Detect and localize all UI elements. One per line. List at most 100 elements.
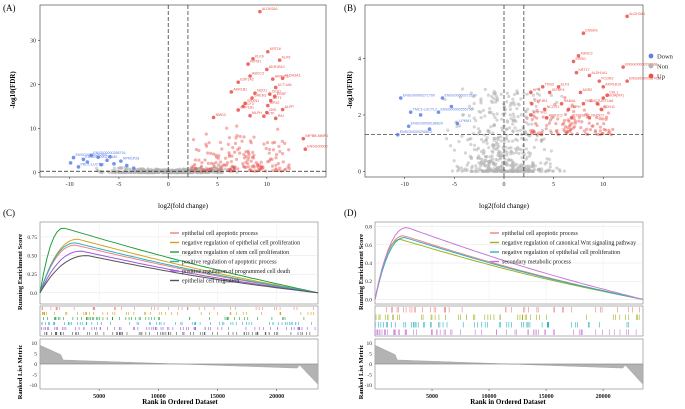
vol-a-down-gene-label: PBC1-LUCTL2 xyxy=(80,162,104,166)
vol-a-up-point xyxy=(257,163,262,167)
vol-a-xtick-label: 5 xyxy=(216,182,219,188)
vol-b-up-point xyxy=(601,117,605,121)
vol-b-up-point xyxy=(554,121,558,126)
vol-b-non-point xyxy=(507,139,511,143)
gsea-d-es-ytick: 0.8 xyxy=(365,225,372,231)
vol-b-up-point xyxy=(579,125,583,130)
vol-a-xtick-label: -10 xyxy=(66,182,74,188)
vol-b-up-point xyxy=(599,107,604,112)
vol-b-non-point xyxy=(548,129,553,133)
vol-a-up-point xyxy=(271,169,275,173)
vol-b-non-point xyxy=(484,163,488,168)
vol-b-non-point xyxy=(543,169,548,173)
volcano-b-ylabel: -log10(FDR) xyxy=(346,71,354,109)
vol-a-up-point xyxy=(216,156,220,160)
vol-b-non-point xyxy=(535,92,539,96)
gsea-c-ylabel-top: Running Enrichment Score xyxy=(17,234,24,310)
vol-b-non-point xyxy=(519,169,523,173)
vol-b-up-point xyxy=(570,121,574,125)
vol-b-non-point xyxy=(520,156,524,160)
vol-b-non-point xyxy=(512,115,516,119)
vol-b-up-point xyxy=(595,101,600,106)
vol-b-up-point xyxy=(625,79,629,83)
vol-b-up-point xyxy=(555,129,559,133)
vol-a-up-point xyxy=(278,149,282,154)
vol-b-non-point xyxy=(487,160,491,164)
vol-b-up-point xyxy=(525,116,529,120)
vol-b-non-point xyxy=(516,91,520,96)
vol-b-up-gene-label: FCGR2 xyxy=(601,77,613,81)
vol-a-up-point xyxy=(268,98,273,103)
gsea-d-ylabel-top: Running Enrichment Score xyxy=(358,234,365,310)
vol-b-non-point xyxy=(519,113,523,117)
vol-a-up-gene-label: EDF1A2 xyxy=(240,78,254,82)
vol-a-up-point xyxy=(207,141,211,145)
vol-b-non-point xyxy=(457,124,462,128)
vol-a-up-point xyxy=(243,101,247,106)
vol-b-non-point xyxy=(520,163,524,167)
vol-b-non-point xyxy=(450,169,455,173)
vol-b-non-point xyxy=(525,92,529,96)
gsea-d-rank-ytick: 0 xyxy=(369,362,372,368)
vol-a-up-point xyxy=(201,168,206,172)
vol-a-up-point xyxy=(230,164,235,168)
vol-a-xtick-label: 10 xyxy=(264,182,270,188)
vol-b-non-point xyxy=(482,148,486,152)
vol-b-up-point xyxy=(532,114,536,119)
vol-b-up-point xyxy=(566,129,570,133)
vol-a-up-point xyxy=(270,77,275,81)
vol-b-up-point xyxy=(574,70,579,75)
vol-b-up-gene-label: KRT17 xyxy=(578,68,589,72)
vol-a-non-point xyxy=(112,166,117,170)
vol-a-up-point xyxy=(234,136,238,140)
vol-a-up-point xyxy=(265,141,270,145)
vol-b-non-point xyxy=(524,120,528,124)
vol-a-down-point xyxy=(89,153,94,158)
vol-a-up-point xyxy=(265,110,269,115)
vol-a-up-point xyxy=(209,151,213,155)
vol-b-ytick-label: 0 xyxy=(358,169,361,175)
vol-b-up-point xyxy=(577,115,581,119)
vol-b-up-gene-label: HPR xyxy=(533,88,541,92)
vol-b-up-point xyxy=(594,116,599,120)
vol-b-up-point xyxy=(565,130,569,134)
vol-a-up-point xyxy=(254,160,258,165)
vol-b-non-point xyxy=(460,87,465,91)
vol-a-up-point xyxy=(191,164,195,168)
vol-b-up-gene-label: RHODT xyxy=(591,113,605,117)
vol-a-up-point xyxy=(216,168,221,172)
vol-b-non-point xyxy=(491,112,496,117)
vol-b-up-point xyxy=(602,127,606,132)
vol-b-non-point xyxy=(510,162,515,166)
vol-b-non-point xyxy=(499,151,503,155)
vol-a-non-point xyxy=(121,170,125,175)
vol-a-up-point xyxy=(204,144,209,148)
vol-b-non-point xyxy=(493,115,497,119)
vol-b-non-point xyxy=(488,106,492,111)
vol-b-up-gene-label: ENSAS xyxy=(585,29,598,33)
vol-b-non-point xyxy=(455,169,460,173)
vol-b-up-point xyxy=(563,95,567,100)
vol-a-up-gene-label: IMPBB-MMP1 xyxy=(305,134,328,138)
vol-a-up-point xyxy=(225,161,230,165)
vol-b-non-point xyxy=(515,107,519,111)
vol-b-non-point xyxy=(542,148,547,152)
vol-b-non-point xyxy=(512,103,517,107)
vol-a-up-point xyxy=(250,169,254,173)
volcano-a-ylabel: -log10(FDR) xyxy=(9,71,17,109)
vol-b-up-gene-label: RAB4A xyxy=(564,99,576,103)
vol-b-up-gene-label: ENSG00000290668 xyxy=(625,63,657,67)
vol-b-non-point xyxy=(473,169,477,173)
vol-b-non-point xyxy=(452,148,457,152)
legend-swatch-down xyxy=(648,53,654,59)
vol-a-up-point xyxy=(230,154,234,158)
vol-b-up-point xyxy=(530,101,534,106)
vol-a-up-gene-label: HLTF xyxy=(266,112,276,116)
vol-a-up-point xyxy=(246,62,250,66)
vol-a-up-point xyxy=(199,165,203,170)
vol-b-up-point xyxy=(584,112,588,117)
vol-b-up-point xyxy=(572,105,577,109)
vol-a-up-point xyxy=(252,165,256,169)
vol-a-up-point xyxy=(234,157,239,162)
vol-b-non-point xyxy=(539,161,543,165)
